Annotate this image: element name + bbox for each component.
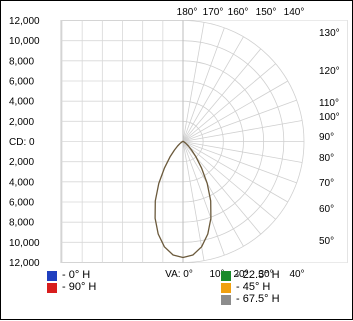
legend-swatch-67-5h [221,294,231,305]
left-axis-tick-label: 12,000 [9,258,40,269]
left-axis-tick-label: 2,000 [9,117,34,128]
legend-label-45h: - 45° H [236,281,271,293]
polar-spoke [183,120,303,142]
polar-grid [60,20,348,263]
polar-spoke [183,141,205,261]
right-angle-label: 90° [319,132,334,143]
left-axis-tick-label: 6,000 [9,77,34,88]
polar-spoke [183,141,276,220]
legend-label-90h: - 90° H [62,281,97,293]
left-axis-tick-label: 12,000 [9,16,40,27]
polar-spoke [183,80,288,142]
right-angle-label: 120° [319,66,340,77]
legend-item-45h: - 45° H [221,282,270,293]
top-angle-label: 180° [177,7,198,18]
candela-curve-0-h [154,140,212,259]
right-angle-label: 130° [319,28,340,39]
candela-curves [154,140,212,259]
top-angle-label: 150° [256,7,277,18]
polar-spoke [183,63,276,142]
polar-spoke [183,22,205,142]
top-angle-label: 140° [284,7,305,18]
legend-label-22-5h: - 22.5° H [236,269,280,281]
polar-spoke [183,48,262,142]
polar-spoke [183,141,244,247]
left-axis-tick-label: 2,000 [9,157,34,168]
top-angle-label: 160° [228,7,249,18]
right-angle-label: 50° [319,236,334,247]
legend-item-22-5h: - 22.5° H [221,270,280,281]
right-angle-label: 80° [319,153,334,164]
polar-spoke [183,99,297,142]
bottom-angle-label: VA: 0° [165,269,193,280]
left-axis-tick-label: 10,000 [9,36,40,47]
top-angle-label: 170° [203,7,224,18]
left-axis-tick-label: 8,000 [9,218,34,229]
right-angle-label: 100° [319,112,340,123]
left-axis-tick-label: 4,000 [9,97,34,108]
polar-spoke [183,141,297,184]
legend-swatch-45h [221,282,231,293]
legend-item-0h: - 0° H [47,270,90,281]
polar-spoke [183,141,225,256]
bottom-angle-label: 30° [258,269,273,280]
left-axis-tick-label: CD: 0 [9,137,35,148]
legend-swatch-90h [47,282,57,293]
legend-item-67-5h: - 67.5° H [221,294,280,305]
right-angle-label: 70° [319,178,334,189]
legend-swatch-22-5h [221,270,231,281]
right-angle-label: 110° [319,98,339,109]
legend-label-67-5h: - 67.5° H [236,293,280,305]
polar-spoke [183,141,288,203]
axis-labels: 12,000 10,000 8,000 6,000 4,000 2,000 CD: 0 2,0… [9,7,340,280]
bottom-angle-label: 10° [209,269,224,280]
legend-item-90h: - 90° H [47,282,96,293]
polar-spoke [183,141,303,163]
left-axis-tick-label: 6,000 [9,198,34,209]
left-axis-tick-label: 8,000 [9,56,34,67]
left-axis-tick-label: 4,000 [9,177,34,188]
right-angle-label: 60° [319,204,334,215]
polar-spoke [183,27,225,142]
polar-spoke [183,36,244,142]
bottom-angle-label: 20° [233,269,248,280]
left-axis-tick-label: 10,000 [9,238,40,249]
legend-swatch-0h [47,270,57,281]
legend-label-0h: - 0° H [62,269,91,281]
bottom-angle-label: 40° [289,269,304,280]
